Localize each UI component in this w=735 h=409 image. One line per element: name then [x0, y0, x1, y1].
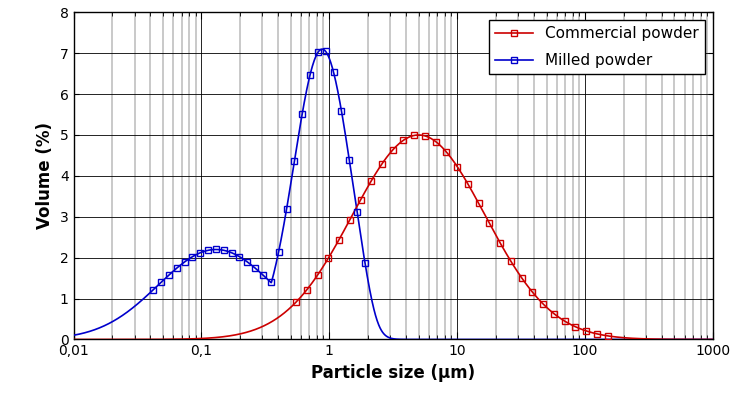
X-axis label: Particle size (μm): Particle size (μm): [311, 364, 476, 382]
Legend: Commercial powder, Milled powder: Commercial powder, Milled powder: [489, 20, 706, 74]
Y-axis label: Volume (%): Volume (%): [36, 122, 54, 229]
